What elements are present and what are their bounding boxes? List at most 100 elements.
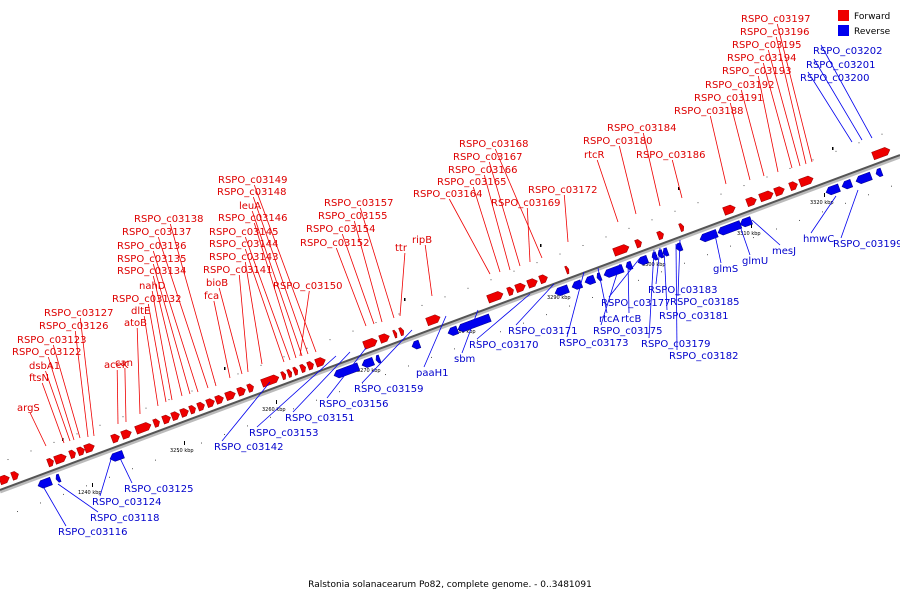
- forward-leader-line: [41, 382, 65, 444]
- forward-gene: [538, 274, 548, 285]
- forward-gene-label: RSPO_c03191: [694, 93, 764, 104]
- gene-arrow: [871, 147, 891, 161]
- reverse-gene: [411, 339, 422, 350]
- gene-arrow: [68, 449, 76, 460]
- forward-leader-line: [448, 198, 491, 275]
- axis-dot: [559, 253, 561, 255]
- axis-dot: [697, 202, 699, 204]
- genome-caption: Ralstonia solanacearum Po82, complete ge…: [308, 580, 592, 590]
- axis-dot: [145, 407, 147, 409]
- gene-arrow: [170, 411, 180, 422]
- gene-arrow: [361, 356, 375, 368]
- axis-dot: [776, 228, 777, 230]
- forward-gene-label: RSPO_c03157: [324, 198, 394, 209]
- forward-leader-line: [45, 370, 71, 442]
- axis-dot: [7, 459, 9, 461]
- forward-gene-label: RSPO_c03132: [112, 294, 182, 305]
- forward-leader-line: [169, 223, 217, 387]
- axis-dots: [7, 133, 892, 513]
- gene-arrow: [362, 338, 378, 350]
- axis-dot: [730, 245, 731, 247]
- legend-forward-swatch: [838, 10, 849, 21]
- forward-leader-line: [143, 315, 159, 407]
- reverse-gene: [699, 229, 719, 243]
- forward-gene: [678, 223, 685, 232]
- reverse-leader-line: [57, 483, 99, 513]
- reverse-gene: [855, 171, 873, 185]
- forward-gene: [179, 408, 189, 418]
- axis-dot: [201, 442, 202, 444]
- axis-dot: [891, 185, 892, 187]
- gene-arrow: [398, 327, 405, 337]
- forward-leader-line: [671, 159, 683, 199]
- reverse-leader-line: [677, 239, 681, 297]
- axis-dot: [766, 176, 768, 178]
- gene-arrow: [236, 386, 246, 397]
- axis-dot: [168, 399, 170, 401]
- gene-arrow: [179, 408, 189, 418]
- gene-arrow: [425, 314, 441, 327]
- axis-dot: [684, 262, 685, 264]
- reverse-gene-label: RSPO_c03171: [508, 326, 578, 337]
- forward-gene: [46, 457, 54, 468]
- gene-arrow: [841, 179, 854, 190]
- forward-gene: [152, 418, 160, 428]
- forward-gene: [378, 333, 390, 344]
- reverse-gene-label: RSPO_c03200: [800, 73, 870, 84]
- axis-dot: [881, 133, 883, 135]
- forward-leader-line: [488, 161, 521, 267]
- reverse-gene: [625, 260, 634, 271]
- reverse-gene: [361, 356, 375, 368]
- forward-gene: [564, 265, 570, 275]
- forward-gene-label: RSPO_c03193: [722, 66, 792, 77]
- forward-gene-label: RSPO_c03172: [528, 185, 598, 196]
- forward-gene-label: RSPO_c03196: [740, 27, 810, 38]
- forward-gene-label: RSPO_c03155: [318, 211, 388, 222]
- axis-dot: [53, 441, 55, 443]
- reverse-gene-label: RSPO_c03179: [641, 339, 711, 350]
- forward-leader-line: [767, 49, 801, 167]
- forward-leader-line: [526, 207, 531, 263]
- axis-dot: [822, 211, 823, 213]
- forward-leader-line: [52, 344, 81, 439]
- forward-gene-label: RSPO_c03166: [448, 165, 518, 176]
- forward-gene-label: dsbA1: [29, 361, 60, 372]
- forward-leader-line: [238, 274, 249, 373]
- reverse-gene-label: rtcA: [599, 314, 620, 325]
- reverse-gene: [457, 313, 492, 333]
- gene-arrow: [260, 374, 280, 388]
- axis-dot: [109, 476, 110, 478]
- gene-arrow: [306, 361, 314, 371]
- forward-leader-line: [494, 148, 543, 259]
- tick-mark: [92, 483, 93, 487]
- forward-leader-line: [757, 75, 779, 173]
- forward-gene-label: RSPO_c03141: [203, 265, 273, 276]
- forward-gene-label: RSPO_c03168: [459, 139, 529, 150]
- forward-leader-line: [47, 356, 75, 441]
- gene-arrow: [314, 357, 326, 368]
- axis-dot: [707, 254, 708, 256]
- forward-gene-label: leuA: [239, 201, 261, 212]
- forward-leader-line: [251, 210, 303, 357]
- reverse-leader-line: [810, 195, 837, 234]
- reverse-leader-line: [655, 247, 661, 285]
- tick-label: 3260 kbp: [262, 407, 286, 413]
- reverse-gene-label: RSPO_c03142: [214, 442, 284, 453]
- gene-arrow: [392, 329, 398, 339]
- reverse-leader-line: [751, 219, 781, 246]
- axis-dot: [63, 493, 64, 495]
- reverse-leader-line: [840, 189, 859, 239]
- gene-arrow: [110, 433, 120, 444]
- reverse-leader-line: [256, 355, 337, 428]
- axis-dot: [477, 339, 478, 341]
- forward-gene-label: atoB: [124, 318, 147, 329]
- forward-gene: [514, 282, 526, 294]
- gene-arrow: [205, 398, 215, 409]
- forward-gene: [656, 230, 664, 241]
- axis-dot: [546, 314, 547, 316]
- forward-gene-label: RSPO_c03149: [218, 175, 288, 186]
- gene-arrow: [161, 414, 171, 425]
- reverse-gene: [651, 251, 659, 261]
- reverse-gene-label: RSPO_c03201: [806, 60, 876, 71]
